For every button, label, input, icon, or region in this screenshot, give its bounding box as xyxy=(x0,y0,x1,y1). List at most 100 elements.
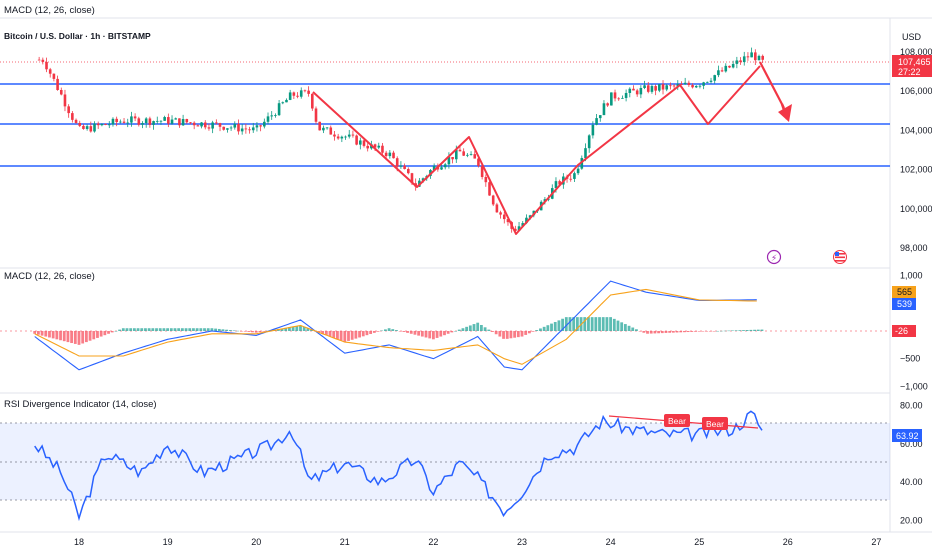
candle xyxy=(141,121,144,129)
candle xyxy=(288,89,292,101)
currency-label[interactable]: USD xyxy=(902,32,922,42)
candle xyxy=(750,47,753,58)
macd-hist-bar xyxy=(760,329,764,331)
macd-hist-bar xyxy=(620,322,624,331)
macd-hist-bar xyxy=(642,331,646,333)
candle xyxy=(41,57,45,65)
candle xyxy=(491,194,495,207)
macd-hist-bar xyxy=(114,331,118,332)
macd-hist-bar xyxy=(454,331,457,332)
candle xyxy=(67,104,70,118)
macd-hist-bar xyxy=(136,328,140,331)
macd-hist-bar xyxy=(572,317,576,331)
macd-badge-hist-text: -26 xyxy=(895,326,908,336)
macd-hist-bar xyxy=(638,331,642,332)
macd-hist-bar xyxy=(457,329,461,331)
candle xyxy=(222,126,226,131)
candle xyxy=(274,113,277,118)
candle xyxy=(189,121,192,125)
macd-hist-bar xyxy=(343,331,347,343)
time-tick-18: 18 xyxy=(74,537,84,547)
candle xyxy=(155,116,159,124)
macd-hist-bar xyxy=(306,328,310,331)
candle xyxy=(654,84,657,96)
time-tick-20: 20 xyxy=(251,537,261,547)
candle xyxy=(218,122,222,132)
time-tick-26: 26 xyxy=(783,537,793,547)
macd-hist-bar xyxy=(66,331,70,343)
macd-hist-bar xyxy=(251,331,254,333)
candle xyxy=(754,49,757,65)
candle xyxy=(676,80,680,91)
candle xyxy=(174,117,178,120)
rsi-pane-title[interactable]: RSI Divergence Indicator (14, close) xyxy=(4,399,157,410)
candle xyxy=(669,82,672,90)
candle xyxy=(573,171,576,183)
macd-line xyxy=(34,280,757,371)
macd-tick-−1,000: −1,000 xyxy=(900,381,928,391)
candle xyxy=(74,118,78,124)
macd-hist-bar xyxy=(668,331,672,333)
symbol-title[interactable]: Bitcoin / U.S. Dollar · 1h · BITSTAMP xyxy=(4,31,151,41)
time-tick-24: 24 xyxy=(606,537,616,547)
candle xyxy=(347,129,351,139)
macd-hist-bar xyxy=(402,331,406,332)
macd-hist-bar xyxy=(199,328,203,331)
macd-hist-bar xyxy=(36,331,40,335)
macd-hist-bar xyxy=(513,331,517,338)
macd-hist-bar xyxy=(299,325,302,331)
macd-pane-title[interactable]: MACD (12, 26, close) xyxy=(4,271,95,282)
candle xyxy=(130,111,133,127)
candle xyxy=(259,124,262,132)
macd-hist-bar xyxy=(653,331,657,334)
macd-hist-bar xyxy=(609,317,612,331)
svg-text:⚡: ⚡ xyxy=(771,254,777,264)
candle xyxy=(111,117,115,127)
candle xyxy=(211,120,214,134)
candle xyxy=(100,123,104,127)
macd-hist-bar xyxy=(40,331,44,336)
candle xyxy=(185,118,189,124)
candle xyxy=(355,134,358,146)
macd-badge-signal-text: 565 xyxy=(897,287,912,297)
macd-hist-bar xyxy=(99,331,103,337)
candle xyxy=(133,113,137,122)
candle xyxy=(251,122,255,133)
macd-hist-bar xyxy=(509,331,513,339)
macd-hist-bar xyxy=(147,328,151,331)
candle xyxy=(322,125,325,134)
rsi-tick-20.00: 20.00 xyxy=(900,515,923,525)
us-flag-event-icon[interactable] xyxy=(833,250,847,264)
candle xyxy=(502,212,506,224)
candle xyxy=(200,122,203,129)
candle xyxy=(443,162,447,170)
rsi-badge-text: 63.92 xyxy=(896,431,919,441)
macd-hist-bar xyxy=(557,320,561,331)
macd-hist-bar xyxy=(372,331,376,333)
rsi-axis-ticks: 80.00 60.00 40.00 20.00 xyxy=(900,401,923,526)
lightning-event-icon[interactable]: ⚡ xyxy=(766,249,782,265)
candle xyxy=(122,117,126,124)
macd-hist-bar xyxy=(173,328,177,331)
candle xyxy=(757,54,761,61)
candle xyxy=(296,92,299,99)
candle xyxy=(691,83,694,89)
macd-hist-bar xyxy=(284,327,288,331)
candle xyxy=(595,113,598,126)
macd-hist-bar xyxy=(657,331,660,334)
macd-hist-bar xyxy=(59,331,62,341)
candle xyxy=(613,89,617,102)
macd-hist-bar xyxy=(727,330,731,332)
macd-hist-bar xyxy=(631,327,635,331)
candle xyxy=(255,122,259,132)
time-tick-27: 27 xyxy=(871,537,881,547)
macd-hist-bar xyxy=(240,331,243,332)
candle xyxy=(602,100,606,116)
candle xyxy=(377,142,381,150)
macd-hist-bar xyxy=(243,331,247,332)
macd-hist-bar xyxy=(679,331,683,333)
candle xyxy=(126,118,130,128)
top-indicator-title[interactable]: MACD (12, 26, close) xyxy=(4,5,95,16)
macd-hist-bar xyxy=(594,317,598,331)
macd-hist-bar xyxy=(33,331,37,334)
